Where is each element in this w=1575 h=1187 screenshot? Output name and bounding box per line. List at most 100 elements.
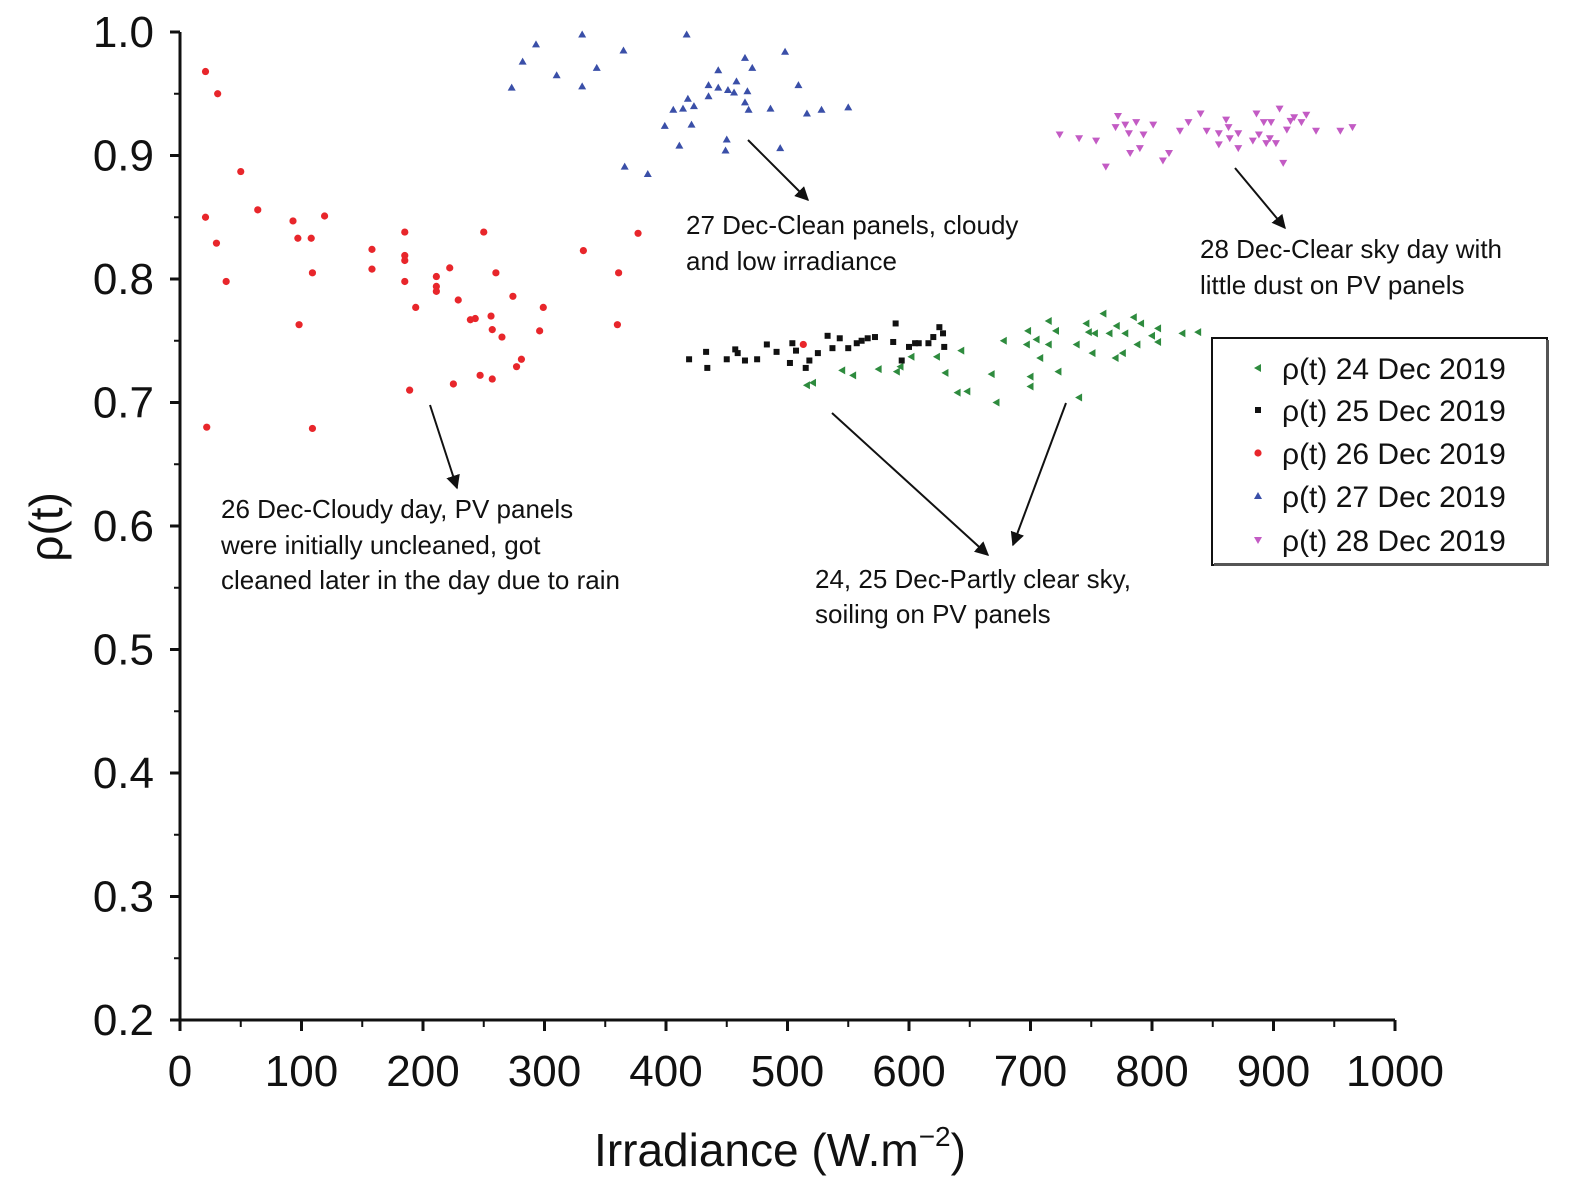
x-axis-label-close: ) <box>951 1124 966 1176</box>
series-2 <box>201 67 807 433</box>
data-point <box>730 88 739 96</box>
data-point <box>1111 354 1119 363</box>
data-point <box>824 332 831 339</box>
data-point <box>689 102 698 110</box>
annotation-line: soiling on PV panels <box>815 599 1051 629</box>
data-point <box>723 356 730 363</box>
data-point <box>675 141 684 149</box>
data-point <box>201 67 210 76</box>
arrow-dec27 <box>747 139 809 201</box>
data-point <box>1348 124 1357 132</box>
data-point <box>1101 163 1110 171</box>
data-point <box>1082 319 1090 328</box>
data-point <box>802 381 810 390</box>
data-point <box>1184 119 1193 127</box>
y-tick-label: 0.9 <box>93 132 154 181</box>
data-point <box>412 303 420 312</box>
data-point <box>1262 140 1271 148</box>
data-point <box>449 380 457 388</box>
legend-marker-square-icon <box>1255 407 1261 413</box>
data-point <box>915 340 922 347</box>
data-point <box>1088 349 1096 358</box>
data-point <box>619 46 628 54</box>
data-point <box>890 338 897 345</box>
data-point <box>517 355 526 363</box>
x-tick-label: 300 <box>508 1047 581 1096</box>
data-point <box>1124 130 1133 138</box>
legend-marker-triangle-down-icon <box>1254 537 1262 544</box>
data-point <box>512 363 521 371</box>
data-point <box>1121 329 1129 338</box>
data-point <box>845 345 852 352</box>
series-4 <box>1055 105 1357 171</box>
data-point <box>679 104 688 112</box>
data-point <box>222 277 230 286</box>
y-axis-label: ρ(t) <box>20 492 72 562</box>
data-point <box>704 81 713 89</box>
data-point <box>432 287 440 295</box>
legend-marker-circle-icon <box>1254 449 1262 457</box>
data-point <box>1175 127 1184 135</box>
legend-label: ρ(t) 26 Dec 2019 <box>1282 438 1506 471</box>
y-tick-label: 1.0 <box>93 8 154 57</box>
annotation-line: were initially uncleaned, got <box>220 530 541 560</box>
data-point <box>1202 127 1211 135</box>
data-point <box>1265 135 1274 143</box>
data-point <box>1154 337 1162 346</box>
data-point <box>1090 329 1098 338</box>
data-point <box>1234 130 1243 138</box>
data-point <box>536 327 544 335</box>
data-point <box>963 387 971 396</box>
data-point <box>406 386 414 394</box>
data-point <box>1194 328 1202 337</box>
data-point <box>1275 105 1284 113</box>
data-point <box>308 424 317 433</box>
data-point <box>578 30 587 38</box>
annotation-dec24-25: 24, 25 Dec-Partly clear sky, soiling on … <box>815 564 1131 629</box>
data-point <box>509 292 517 300</box>
annotation-dec28: 28 Dec-Clear sky day with little dust on… <box>1200 234 1502 300</box>
annotation-line: 27 Dec-Clean panels, cloudy <box>686 210 1018 240</box>
data-point <box>1336 127 1345 135</box>
data-point <box>1024 326 1032 335</box>
data-point <box>814 350 821 357</box>
data-point <box>829 345 836 352</box>
x-axis-label-exponent: −2 <box>919 1121 951 1152</box>
x-tick-label: 700 <box>994 1047 1067 1096</box>
data-point <box>1286 117 1295 125</box>
x-tick-label: 400 <box>629 1047 702 1096</box>
data-point <box>295 321 303 329</box>
annotation-line: 26 Dec-Cloudy day, PV panels <box>221 494 573 524</box>
annotation-line: little dust on PV panels <box>1200 270 1465 300</box>
data-point <box>907 352 915 361</box>
data-point <box>773 348 780 355</box>
data-point <box>776 144 785 152</box>
data-point <box>1214 130 1223 138</box>
data-point <box>704 364 711 371</box>
data-point <box>1290 114 1299 122</box>
legend-label: ρ(t) 25 Dec 2019 <box>1282 395 1506 428</box>
legend-entry: ρ(t) 24 Dec 2019 <box>1254 353 1506 386</box>
series-0 <box>802 309 1202 407</box>
data-point <box>953 388 961 397</box>
data-point <box>864 335 871 342</box>
data-point <box>763 341 770 348</box>
data-point <box>1105 329 1113 338</box>
data-point <box>1084 328 1092 337</box>
data-point <box>237 167 245 176</box>
data-point <box>683 94 692 102</box>
arrow-dec24-25-a <box>831 412 990 556</box>
data-point <box>836 335 843 342</box>
data-point <box>1075 135 1084 143</box>
data-point <box>896 362 904 371</box>
data-point <box>294 234 302 242</box>
data-point <box>1044 316 1052 325</box>
y-tick-label: 0.5 <box>93 626 154 675</box>
data-point <box>853 340 860 347</box>
data-point <box>368 265 376 273</box>
data-point <box>1135 145 1144 153</box>
data-point <box>722 135 731 143</box>
data-point <box>741 357 748 364</box>
legend-marker-triangle-up-icon <box>1254 492 1262 499</box>
